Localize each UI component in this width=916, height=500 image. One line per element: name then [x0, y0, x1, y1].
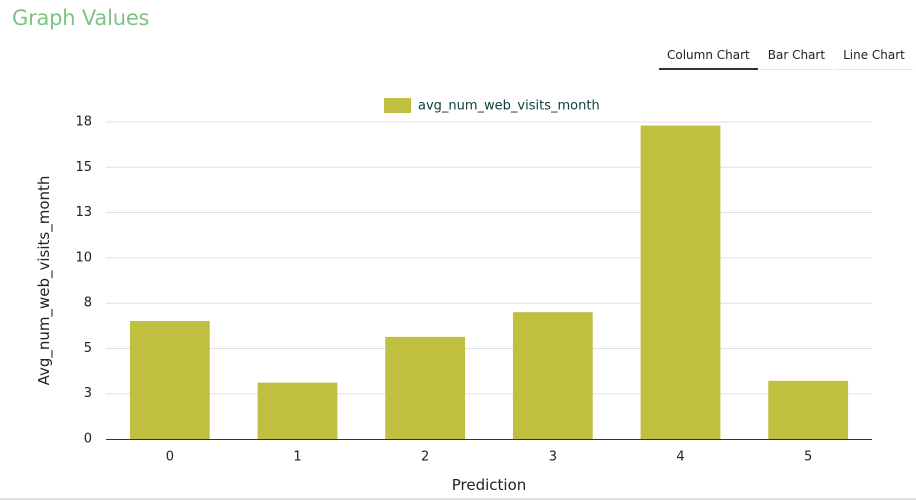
x-axis-title: Prediction: [452, 476, 527, 494]
y-tick-label: 13: [75, 205, 92, 220]
x-tick-label: 2: [421, 450, 429, 465]
tab-line-chart[interactable]: Line Chart: [835, 40, 913, 70]
tab-column-chart[interactable]: Column Chart: [659, 40, 758, 70]
y-tick-label: 3: [84, 386, 92, 401]
x-tick-label: 0: [166, 450, 174, 465]
legend: avg_num_web_visits_month: [384, 98, 600, 114]
y-tick-label: 0: [84, 432, 92, 447]
y-tick-label: 10: [75, 250, 92, 265]
x-tick-labels: 0 1 2 3 4 5: [166, 450, 813, 465]
legend-swatch: [384, 98, 411, 113]
legend-label: avg_num_web_visits_month: [418, 99, 600, 114]
bar-5[interactable]: [768, 380, 849, 439]
x-tick-label: 3: [549, 450, 557, 465]
chart-type-tabs: Column Chart Bar Chart Line Chart: [659, 40, 913, 70]
bar-4[interactable]: [640, 125, 721, 440]
bars: [129, 125, 849, 440]
page-title: Graph Values: [12, 6, 150, 30]
x-tick-label: 1: [293, 450, 301, 465]
tab-bar-chart[interactable]: Bar Chart: [759, 40, 834, 70]
y-tick-labels: 0 3 5 8 10 13 15 18: [75, 115, 92, 447]
y-tick-label: 8: [84, 296, 92, 311]
y-axis-title: Avg_num_web_visits_month: [35, 176, 54, 386]
y-tick-label: 5: [84, 341, 92, 356]
bar-2[interactable]: [385, 336, 466, 439]
bar-1[interactable]: [257, 382, 338, 439]
y-tick-label: 15: [75, 160, 92, 175]
bar-3[interactable]: [512, 312, 593, 439]
bar-0[interactable]: [129, 321, 210, 439]
x-tick-label: 4: [676, 450, 684, 465]
bottom-divider: [0, 498, 916, 500]
y-tick-label: 18: [75, 115, 92, 130]
gridlines: [106, 121, 872, 395]
x-tick-label: 5: [804, 450, 812, 465]
